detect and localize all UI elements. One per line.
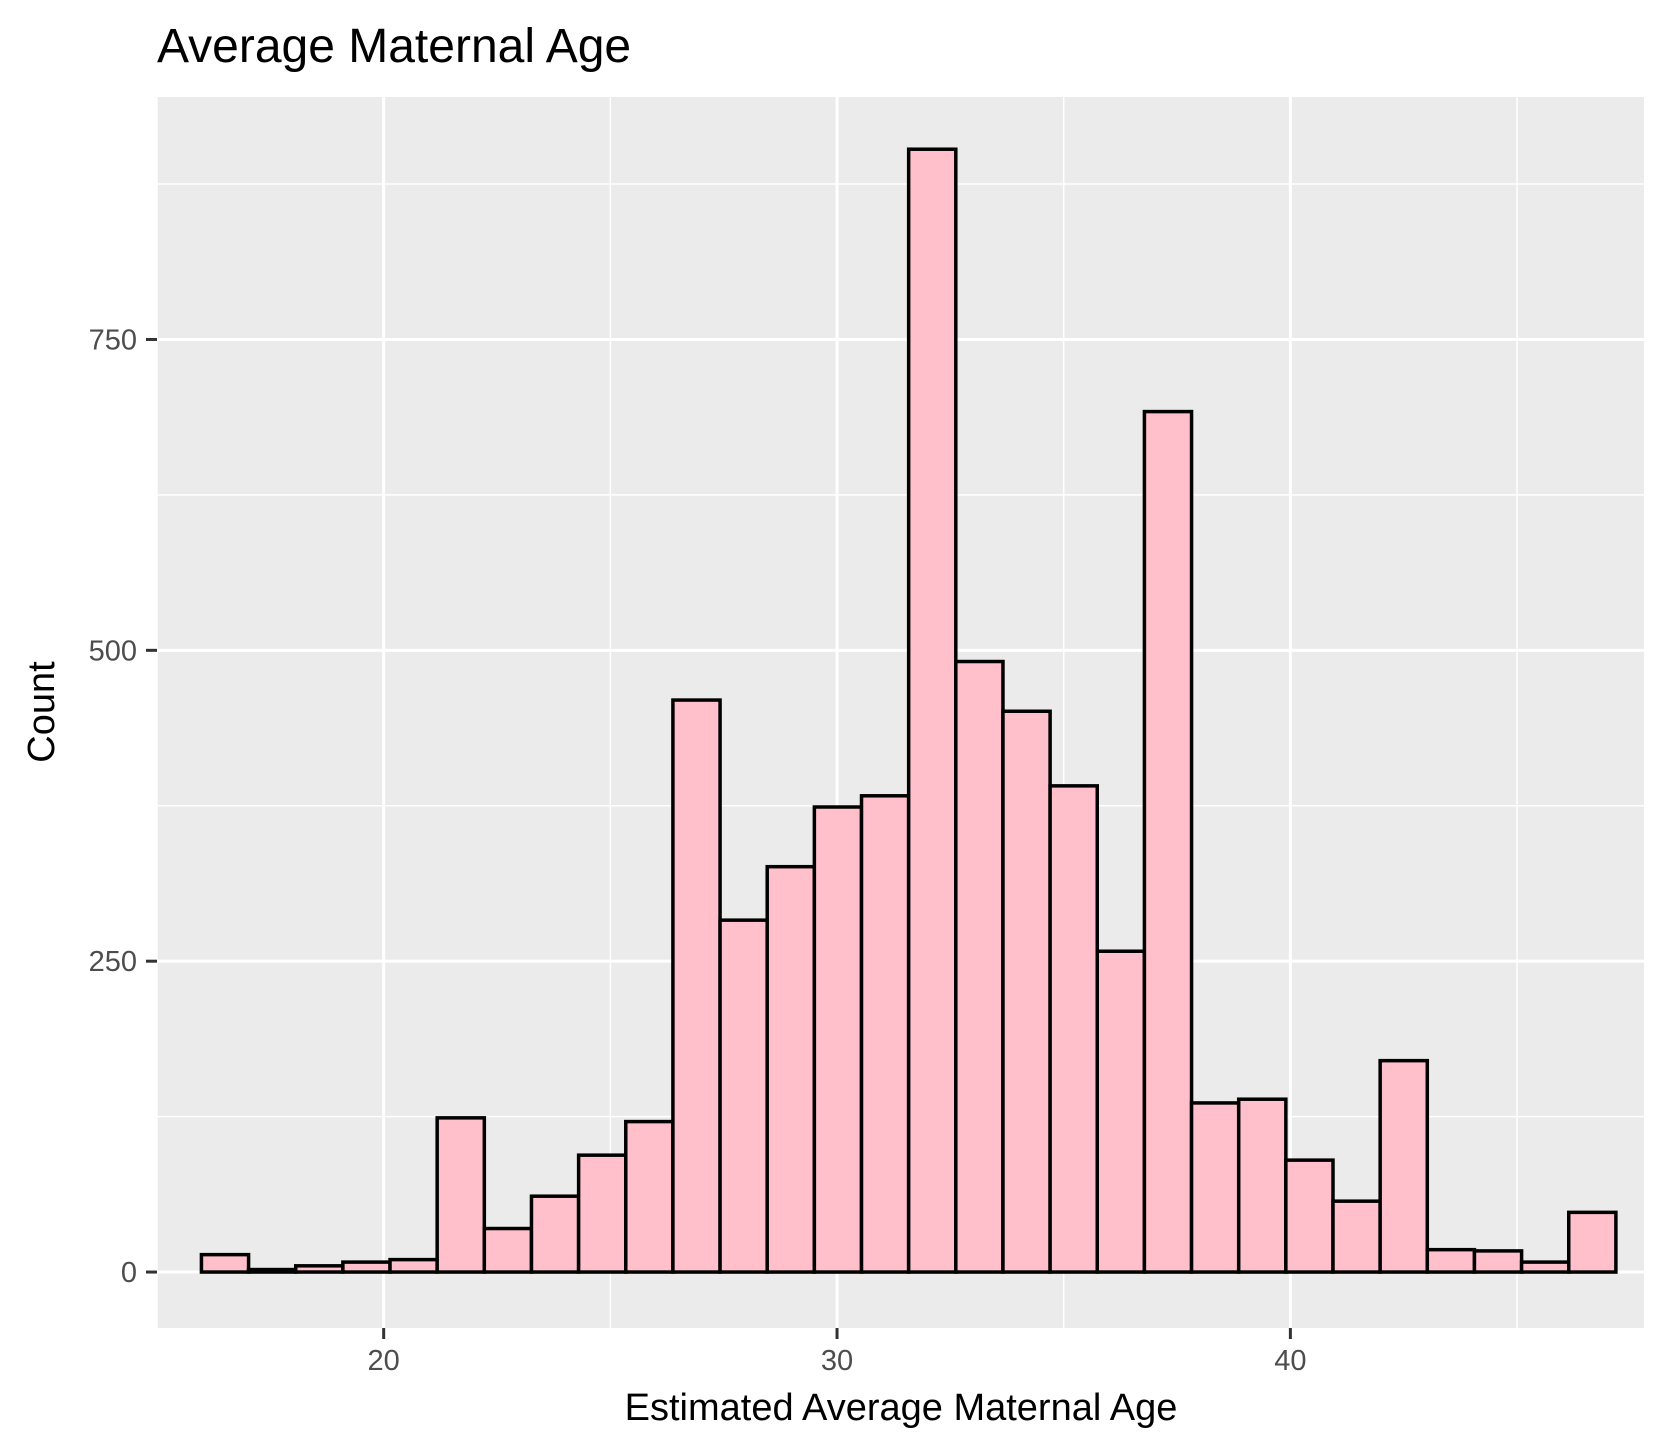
histogram-bar [1189, 1101, 1241, 1274]
y-axis-title: Count [21, 661, 63, 763]
histogram-bar [529, 1194, 581, 1274]
histogram-bar [388, 1257, 439, 1274]
x-axis: 20 30 40 [368, 1328, 1307, 1377]
histogram-bar [859, 794, 911, 1274]
histogram-bar [293, 1264, 345, 1274]
histogram-bar [1001, 709, 1052, 1274]
histogram-bar [482, 1226, 534, 1274]
chart-title: Average Maternal Age [157, 20, 631, 73]
histogram-bar [199, 1252, 251, 1274]
histogram-bar [1378, 1058, 1430, 1274]
histogram-bar [718, 918, 769, 1274]
histogram-bar [1472, 1249, 1524, 1274]
x-tick-label: 30 [821, 1345, 853, 1377]
histogram-bar [1284, 1158, 1335, 1274]
histogram-bar [954, 659, 1005, 1274]
histogram-bar [1236, 1097, 1288, 1274]
x-tick-label: 20 [368, 1345, 400, 1377]
histogram-bar [1142, 409, 1194, 1274]
y-tick-label: 250 [89, 946, 137, 978]
histogram-bar [765, 864, 817, 1274]
histogram-bar [1519, 1260, 1571, 1274]
histogram-bars [199, 147, 1618, 1274]
x-axis-title: Estimated Average Maternal Age [625, 1387, 1178, 1429]
histogram-bar [812, 805, 864, 1274]
histogram-bar [1048, 784, 1100, 1274]
histogram-bar [1331, 1199, 1382, 1274]
histogram-bar [341, 1260, 392, 1274]
histogram-bar [246, 1267, 298, 1274]
y-tick-label: 750 [89, 324, 137, 356]
histogram-bar [576, 1153, 628, 1274]
histogram-bar [671, 698, 722, 1274]
y-axis: 0 250 500 750 [89, 324, 157, 1289]
histogram-bar [435, 1116, 487, 1274]
y-tick-label: 500 [89, 635, 137, 667]
histogram-bar [624, 1119, 675, 1274]
x-tick-label: 40 [1274, 1345, 1306, 1377]
y-tick-label: 0 [121, 1257, 137, 1289]
histogram-bar [1566, 1210, 1618, 1274]
histogram-bar [1095, 949, 1147, 1274]
histogram-bar [1425, 1247, 1477, 1274]
histogram-bar [906, 147, 958, 1274]
